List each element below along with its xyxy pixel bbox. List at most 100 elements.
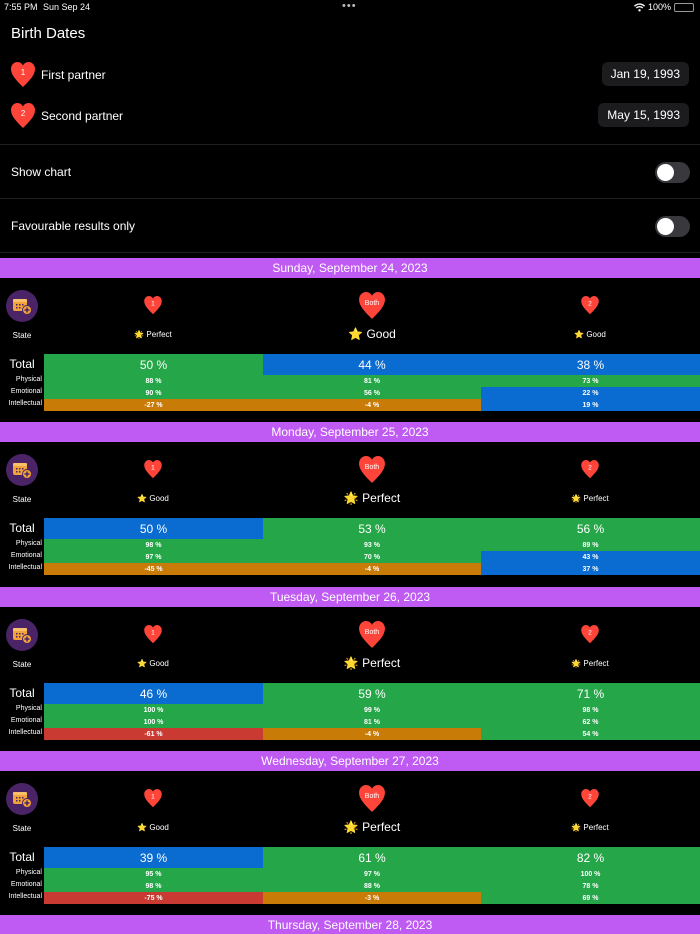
- total-cell: 71 %: [481, 683, 700, 704]
- svg-text:1: 1: [151, 465, 155, 472]
- compatibility-grid: 46 % 59 % 71 % 100 % 99 % 98 % 100 % 81 % 62 %…: [44, 683, 700, 740]
- total-row: 46 % 59 % 71 %: [44, 683, 700, 704]
- add-to-calendar-button[interactable]: [6, 454, 38, 486]
- compatibility-grid: 50 % 44 % 38 % 88 % 81 % 73 % 90 % 56 % 22 % -…: [44, 354, 700, 411]
- star-icon: ⭐: [137, 823, 148, 832]
- calendar-add-icon: [13, 792, 32, 808]
- physical-cell: 89 %: [481, 539, 700, 551]
- partner-1-state: 🌟 Perfect: [44, 330, 262, 339]
- day-block: State 1 🌟 Perfect Both ⭐ Good 2 ⭐ Good T…: [0, 278, 700, 422]
- emotional-cell: 22 %: [481, 387, 700, 399]
- svg-text:2: 2: [588, 301, 592, 308]
- physical-label: Physical: [15, 376, 42, 383]
- svg-text:2: 2: [588, 630, 592, 637]
- heart-1-icon: 1: [144, 460, 162, 479]
- multitasking-dots[interactable]: •••: [342, 0, 357, 12]
- intellectual-row: -27 % -4 % 19 %: [44, 399, 700, 411]
- toggle-knob: [657, 218, 674, 235]
- state-label: State: [12, 495, 32, 504]
- state-text: Perfect: [583, 659, 609, 668]
- physical-row: 98 % 93 % 89 %: [44, 539, 700, 551]
- glowing-star-icon: 🌟: [343, 491, 359, 505]
- first-partner-date-picker[interactable]: Jan 19, 1993: [601, 62, 689, 86]
- intellectual-row: -45 % -4 % 37 %: [44, 563, 700, 575]
- partner-2-column-header: 2 🌟 Perfect: [481, 607, 699, 677]
- status-bar: 7:55 PM Sun Sep 24 ••• 100%: [0, 0, 700, 14]
- emotional-cell: 56 %: [263, 387, 481, 399]
- emotional-cell: 81 %: [263, 716, 481, 728]
- state-text: Good: [149, 659, 169, 668]
- emotional-cell: 98 %: [44, 880, 263, 892]
- day-header: Tuesday, September 26, 2023: [0, 587, 700, 607]
- second-partner-date-picker[interactable]: May 15, 1993: [598, 103, 689, 127]
- divider: [0, 198, 700, 199]
- intellectual-cell: 54 %: [481, 728, 700, 740]
- partner-2-state: 🌟 Perfect: [481, 659, 699, 668]
- favourable-only-toggle[interactable]: [655, 216, 690, 237]
- intellectual-row: -75 % -3 % 69 %: [44, 892, 700, 904]
- heart-both-icon: Both: [359, 456, 385, 483]
- heart-1-icon: 1: [144, 296, 162, 315]
- emotional-cell: 97 %: [44, 551, 263, 563]
- add-to-calendar-button[interactable]: [6, 619, 38, 651]
- total-label: Total: [9, 521, 35, 535]
- svg-text:1: 1: [151, 630, 155, 637]
- state-text: Good: [366, 327, 396, 341]
- total-row: 50 % 53 % 56 %: [44, 518, 700, 539]
- intellectual-label: Intellectual: [8, 893, 42, 900]
- svg-text:2: 2: [588, 794, 592, 801]
- physical-cell: 100 %: [481, 868, 700, 880]
- state-label: State: [12, 824, 32, 833]
- partner-1-column-header: 1 ⭐ Good: [44, 607, 262, 677]
- partner-1-state: ⭐ Good: [44, 494, 262, 503]
- emotional-row: 97 % 70 % 43 %: [44, 551, 700, 563]
- heart-2-icon: 2: [581, 625, 599, 644]
- state-text: Perfect: [583, 823, 609, 832]
- total-cell: 50 %: [44, 354, 263, 375]
- status-date: Sun Sep 24: [43, 2, 91, 12]
- total-cell: 53 %: [263, 518, 481, 539]
- total-row: 39 % 61 % 82 %: [44, 847, 700, 868]
- physical-cell: 99 %: [263, 704, 481, 716]
- heart-2-icon: 2: [581, 789, 599, 808]
- intellectual-row: -61 % -4 % 54 %: [44, 728, 700, 740]
- emotional-label: Emotional: [10, 881, 42, 888]
- heart-1-icon: 1: [144, 625, 162, 644]
- partner-1-column-header: 1 🌟 Perfect: [44, 278, 262, 348]
- total-cell: 44 %: [263, 354, 481, 375]
- total-row: 50 % 44 % 38 %: [44, 354, 700, 375]
- star-icon: ⭐: [137, 494, 148, 503]
- add-to-calendar-button[interactable]: [6, 290, 38, 322]
- day-header: Thursday, September 28, 2023: [0, 915, 700, 934]
- show-chart-toggle[interactable]: [655, 162, 690, 183]
- intellectual-cell: -4 %: [263, 728, 481, 740]
- state-text: Good: [149, 494, 169, 503]
- add-to-calendar-button[interactable]: [6, 783, 38, 815]
- emotional-label: Emotional: [10, 388, 42, 395]
- intellectual-cell: -3 %: [263, 892, 481, 904]
- physical-row: 88 % 81 % 73 %: [44, 375, 700, 387]
- state-label: State: [12, 331, 32, 340]
- heart-both-icon: Both: [359, 621, 385, 648]
- day-header: Wednesday, September 27, 2023: [0, 751, 700, 771]
- heart-1-icon: 1: [11, 62, 35, 87]
- both-state: ⭐ Good: [263, 327, 481, 341]
- both-column-header: Both 🌟 Perfect: [263, 442, 481, 512]
- emotional-label: Emotional: [10, 717, 42, 724]
- state-text: Perfect: [583, 494, 609, 503]
- total-cell: 56 %: [481, 518, 700, 539]
- state-text: Good: [149, 823, 169, 832]
- both-column-header: Both 🌟 Perfect: [263, 771, 481, 841]
- emotional-cell: 100 %: [44, 716, 263, 728]
- svg-text:1: 1: [21, 68, 26, 77]
- heart-1-icon: 1: [144, 789, 162, 808]
- partner-2-state: 🌟 Perfect: [481, 494, 699, 503]
- svg-text:Both: Both: [365, 300, 380, 307]
- emotional-cell: 70 %: [263, 551, 481, 563]
- star-icon: ⭐: [137, 659, 148, 668]
- total-cell: 59 %: [263, 683, 481, 704]
- svg-text:2: 2: [588, 465, 592, 472]
- intellectual-cell: -61 %: [44, 728, 263, 740]
- intellectual-cell: 37 %: [481, 563, 700, 575]
- heart-2-icon: 2: [581, 296, 599, 315]
